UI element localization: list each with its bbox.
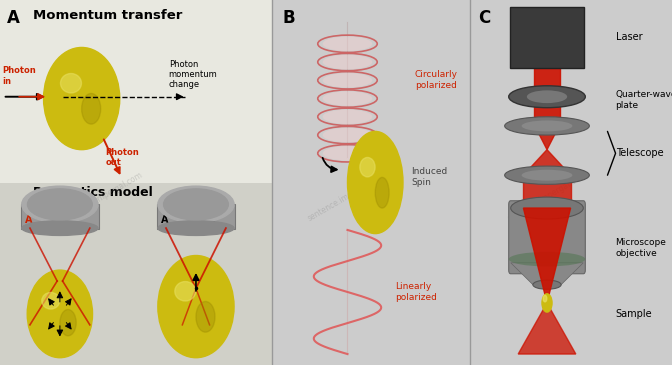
Ellipse shape <box>22 186 98 223</box>
Text: Quarter-wave
plate: Quarter-wave plate <box>616 90 672 111</box>
Ellipse shape <box>521 120 573 131</box>
Text: Photon
momentum
change: Photon momentum change <box>169 59 218 89</box>
Text: Laser: Laser <box>616 31 642 42</box>
Ellipse shape <box>527 91 567 103</box>
Ellipse shape <box>521 170 573 181</box>
Ellipse shape <box>323 110 372 124</box>
FancyBboxPatch shape <box>0 182 272 365</box>
Text: A: A <box>24 215 32 224</box>
Ellipse shape <box>158 221 234 235</box>
Text: Photon
out: Photon out <box>106 148 139 167</box>
Ellipse shape <box>22 221 98 235</box>
Text: B: B <box>282 9 295 27</box>
Polygon shape <box>518 303 576 354</box>
Text: Microscope
objective: Microscope objective <box>616 238 667 258</box>
Ellipse shape <box>323 146 372 161</box>
Ellipse shape <box>60 73 81 93</box>
Circle shape <box>44 47 120 150</box>
Text: Momentum transfer: Momentum transfer <box>33 9 182 22</box>
Circle shape <box>347 131 403 234</box>
Circle shape <box>28 270 93 358</box>
Polygon shape <box>523 208 571 303</box>
Ellipse shape <box>323 91 372 106</box>
Text: B: B <box>207 215 214 224</box>
Text: Sample: Sample <box>616 309 653 319</box>
Ellipse shape <box>163 189 228 220</box>
Ellipse shape <box>28 189 92 220</box>
Text: Photon
in: Photon in <box>3 66 36 86</box>
Polygon shape <box>511 263 583 285</box>
Ellipse shape <box>323 73 372 88</box>
Ellipse shape <box>60 310 76 336</box>
Text: sentence.impergal.com: sentence.impergal.com <box>506 171 588 223</box>
Text: A: A <box>161 215 168 224</box>
Text: Ray optics model: Ray optics model <box>33 186 153 199</box>
Polygon shape <box>534 124 560 150</box>
Ellipse shape <box>533 280 561 289</box>
Ellipse shape <box>42 292 60 309</box>
Text: Induced
Spin: Induced Spin <box>411 167 447 187</box>
Ellipse shape <box>509 252 585 266</box>
Ellipse shape <box>505 166 589 184</box>
Text: sentence.impergal.com: sentence.impergal.com <box>306 171 388 223</box>
Ellipse shape <box>323 55 372 69</box>
Ellipse shape <box>81 93 101 124</box>
FancyBboxPatch shape <box>0 0 272 182</box>
Ellipse shape <box>511 197 583 219</box>
Circle shape <box>543 295 547 302</box>
Text: Circularly
polarized: Circularly polarized <box>415 70 458 91</box>
Text: C: C <box>478 9 491 27</box>
Ellipse shape <box>196 301 215 332</box>
FancyBboxPatch shape <box>22 204 99 229</box>
Circle shape <box>542 294 552 312</box>
FancyBboxPatch shape <box>509 7 584 68</box>
FancyBboxPatch shape <box>509 201 585 274</box>
Ellipse shape <box>323 128 372 142</box>
Circle shape <box>158 255 234 358</box>
Text: sentence.impergal.com: sentence.impergal.com <box>62 171 144 223</box>
Text: A: A <box>7 9 19 27</box>
FancyBboxPatch shape <box>157 204 235 229</box>
Text: Telescope: Telescope <box>616 148 663 158</box>
Text: B: B <box>65 215 73 224</box>
Ellipse shape <box>375 177 389 208</box>
Ellipse shape <box>323 36 372 51</box>
Ellipse shape <box>158 186 234 223</box>
Ellipse shape <box>509 86 585 108</box>
Text: Linearly
polarized: Linearly polarized <box>395 282 437 302</box>
Ellipse shape <box>505 117 589 135</box>
Ellipse shape <box>360 157 375 177</box>
Ellipse shape <box>175 281 196 301</box>
Polygon shape <box>523 150 571 175</box>
